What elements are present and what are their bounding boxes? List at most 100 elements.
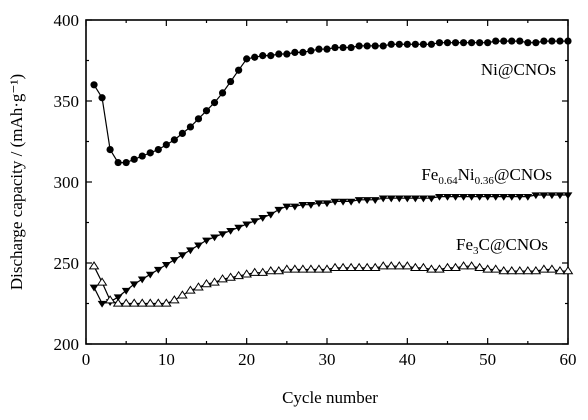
data-point: [539, 192, 549, 200]
data-point: [427, 195, 436, 203]
data-point: [113, 294, 123, 302]
data-point: [291, 48, 299, 57]
data-point: [306, 202, 316, 209]
data-point: [524, 39, 532, 47]
y-tick-label: 200: [54, 335, 80, 354]
data-point: [361, 262, 373, 271]
data-point: [194, 242, 203, 250]
data-point: [209, 277, 220, 286]
data-point: [563, 192, 573, 200]
data-point: [298, 202, 308, 209]
data-point: [145, 271, 155, 279]
data-point: [161, 298, 172, 307]
data-point: [547, 192, 557, 200]
series-label-feni-ni: Ni: [458, 165, 475, 184]
data-point: [370, 197, 380, 204]
data-point: [323, 45, 331, 53]
data-point: [507, 193, 517, 201]
data-point: [394, 195, 404, 203]
data-point: [443, 193, 452, 201]
data-point: [194, 115, 203, 123]
series-label-feni-cnos: Fe0.64Ni0.36@CNOs: [421, 165, 552, 187]
data-point: [186, 247, 195, 255]
data-point: [345, 262, 357, 271]
data-point: [97, 300, 107, 308]
data-point: [128, 298, 140, 307]
data-point: [491, 193, 501, 201]
data-point: [307, 47, 315, 55]
series-label-fe3c-fe: Fe: [456, 235, 473, 254]
data-point: [136, 298, 148, 307]
x-tick-label: 50: [479, 350, 496, 369]
data-point: [426, 264, 437, 273]
data-point: [338, 198, 348, 206]
x-tick-label: 40: [399, 350, 416, 369]
data-point: [290, 203, 300, 211]
data-point: [178, 129, 186, 137]
data-point: [442, 262, 453, 271]
data-point: [475, 193, 485, 201]
data-point: [88, 261, 100, 270]
data-point: [393, 261, 405, 270]
data-point: [315, 45, 323, 53]
data-point: [104, 295, 116, 304]
data-point: [516, 37, 524, 45]
series-label-fe3c-sub: 3: [473, 245, 479, 257]
series-label-fe3c-cnos: Fe3C@CNOs: [456, 235, 548, 257]
series-label-ni-cnos: Ni@CNOs: [481, 60, 556, 79]
data-point: [96, 277, 108, 286]
data-point: [297, 264, 309, 273]
data-point: [313, 264, 325, 273]
data-point: [564, 37, 572, 45]
data-point: [234, 224, 244, 232]
data-point: [347, 43, 355, 52]
data-point: [217, 274, 228, 283]
y-tick-label: 400: [54, 11, 80, 30]
data-point: [548, 37, 556, 45]
data-point: [227, 77, 235, 86]
data-point: [434, 264, 445, 273]
data-point: [98, 94, 106, 102]
data-point: [161, 261, 171, 269]
data-point: [243, 55, 251, 63]
data-point: [371, 42, 379, 50]
series-label-fe3c-rest: C@CNOs: [478, 235, 548, 254]
data-point: [562, 265, 574, 275]
data-point: [402, 195, 412, 203]
data-point: [540, 37, 548, 45]
data-point: [90, 81, 98, 89]
data-point: [330, 198, 340, 206]
data-point: [410, 262, 421, 271]
data-point: [468, 39, 476, 47]
data-point: [170, 136, 178, 144]
data-point: [532, 39, 540, 47]
data-point: [451, 39, 460, 47]
data-point: [210, 99, 219, 107]
data-point: [265, 265, 277, 275]
data-point: [329, 262, 341, 271]
data-point: [490, 264, 502, 273]
data-point: [403, 40, 411, 48]
data-point: [458, 261, 469, 270]
data-point: [257, 267, 269, 276]
data-point: [482, 264, 493, 273]
data-point: [515, 193, 525, 201]
data-point: [241, 269, 252, 278]
data-point: [178, 252, 187, 260]
data-point: [467, 193, 476, 201]
data-point: [354, 197, 364, 204]
series-label-feni-rest: @CNOs: [494, 165, 552, 184]
y-tick-label: 250: [54, 254, 80, 273]
series-0: [90, 37, 572, 167]
data-point: [185, 285, 196, 294]
data-point: [201, 278, 212, 288]
data-point: [233, 270, 244, 280]
data-point: [322, 200, 332, 208]
x-tick-label: 10: [158, 350, 175, 369]
data-point: [153, 266, 163, 274]
x-tick-label: 20: [238, 350, 255, 369]
data-point: [225, 272, 236, 281]
data-point: [250, 218, 260, 226]
data-point: [274, 206, 284, 214]
